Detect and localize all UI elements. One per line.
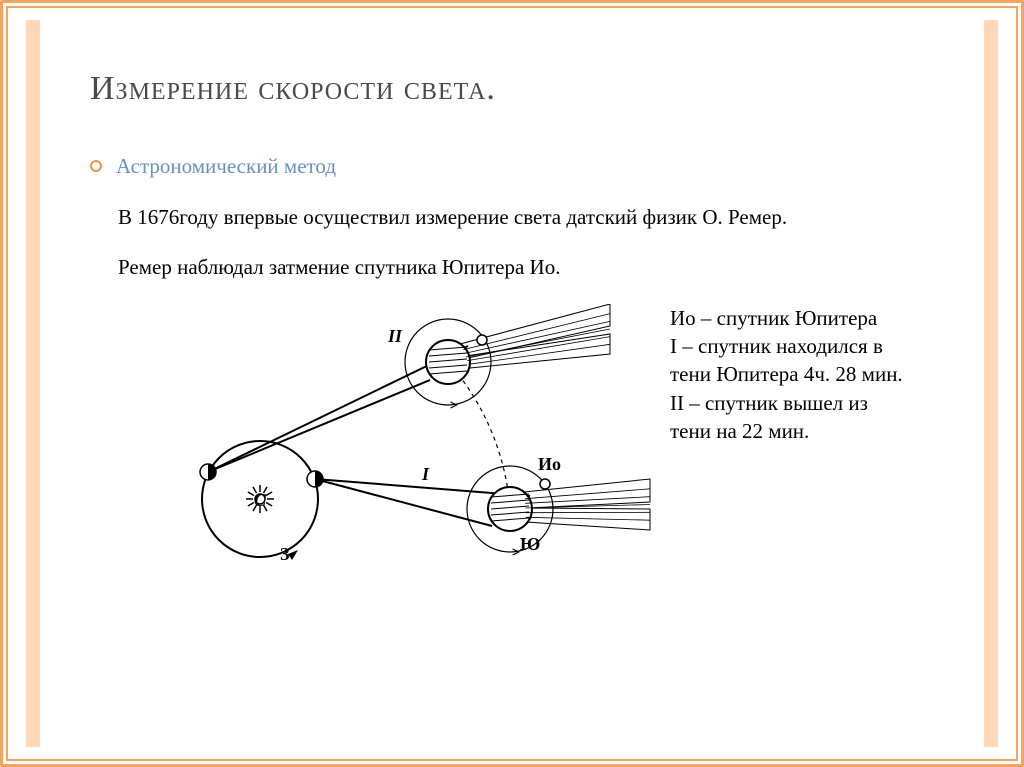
- label-Earth: З: [280, 544, 290, 565]
- page-title: Измерение скорости света.: [90, 70, 934, 108]
- diagram: II I Ио Ю С З: [130, 304, 660, 604]
- label-Sun: С: [254, 490, 266, 511]
- left-accent-bar: [26, 20, 40, 747]
- legend-line-3: II – спутник вышел из тени на 22 мин.: [670, 389, 910, 446]
- label-II: II: [388, 326, 402, 347]
- legend-line-1: Ио – спутник Юпитера: [670, 304, 910, 332]
- right-accent-bar: [984, 20, 998, 747]
- bullet-icon: [90, 160, 102, 172]
- legend-line-2: I – спутник находился в тени Юпитера 4ч.…: [670, 332, 910, 389]
- lower-region: II I Ио Ю С З Ио – спутник Юпитера I – с…: [90, 304, 934, 604]
- subtitle: Астрономический метод: [116, 154, 336, 179]
- label-Io: Ио: [538, 454, 561, 475]
- paragraph-2: Ремер наблюдал затмение спутника Юпитера…: [118, 253, 838, 281]
- legend: Ио – спутник Юпитера I – спутник находил…: [670, 304, 910, 604]
- paragraph-1: В 1676году впервые осуществил измерение …: [118, 203, 838, 231]
- label-Jup: Ю: [520, 534, 540, 555]
- slide-content: Измерение скорости света. Астрономически…: [90, 70, 934, 727]
- label-I: I: [422, 464, 429, 485]
- bullet-row: Астрономический метод: [90, 154, 934, 179]
